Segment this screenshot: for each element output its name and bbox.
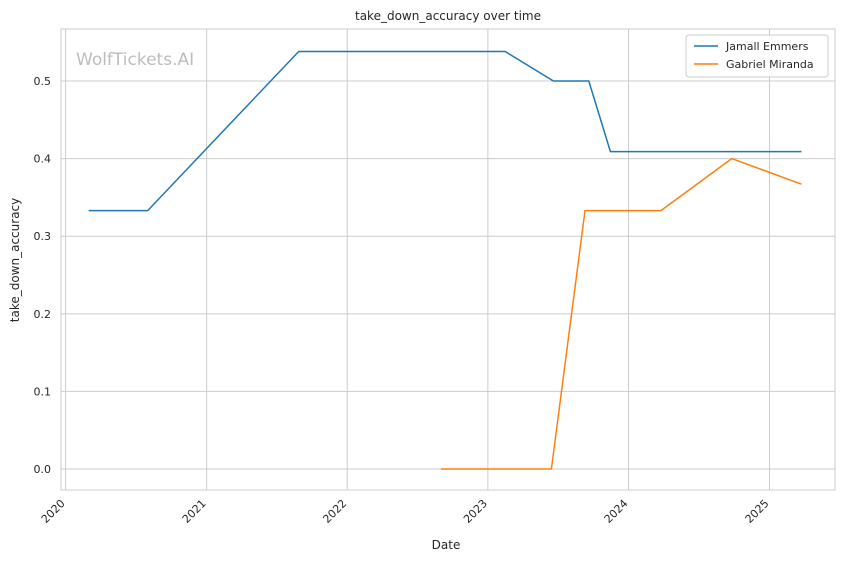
x-axis-title: Date [432,538,461,552]
plot-background [61,29,835,490]
x-tick-label: 2023 [461,497,490,526]
legend-label-1: Gabriel Miranda [726,58,814,71]
y-axis-title: take_down_accuracy [8,198,22,322]
y-tick-label: 0.1 [34,385,52,398]
series-line-0 [88,50,802,212]
watermark: WolfTickets.AI [76,50,194,70]
chart-title: take_down_accuracy over time [355,9,541,23]
y-tick-label: 0.3 [34,230,52,243]
plot-frame [60,28,836,491]
x-tick-label: 2024 [602,497,631,526]
x-tick-label: 2022 [320,497,349,526]
y-tick-label: 0.4 [34,153,52,166]
y-tick-label: 0.0 [34,463,52,476]
series-line-1 [440,157,802,470]
series-layer [88,50,802,470]
grid [61,29,835,490]
y-tick-label: 0.5 [34,75,52,88]
legend-box [685,34,829,78]
legend: Jamall Emmers Gabriel Miranda [685,34,829,78]
x-tick-label: 2021 [180,497,209,526]
y-tick-label: 0.2 [34,308,52,321]
legend-label-0: Jamall Emmers [725,40,809,53]
x-tick-label: 2025 [743,497,772,526]
x-tick-label: 2020 [39,497,68,526]
